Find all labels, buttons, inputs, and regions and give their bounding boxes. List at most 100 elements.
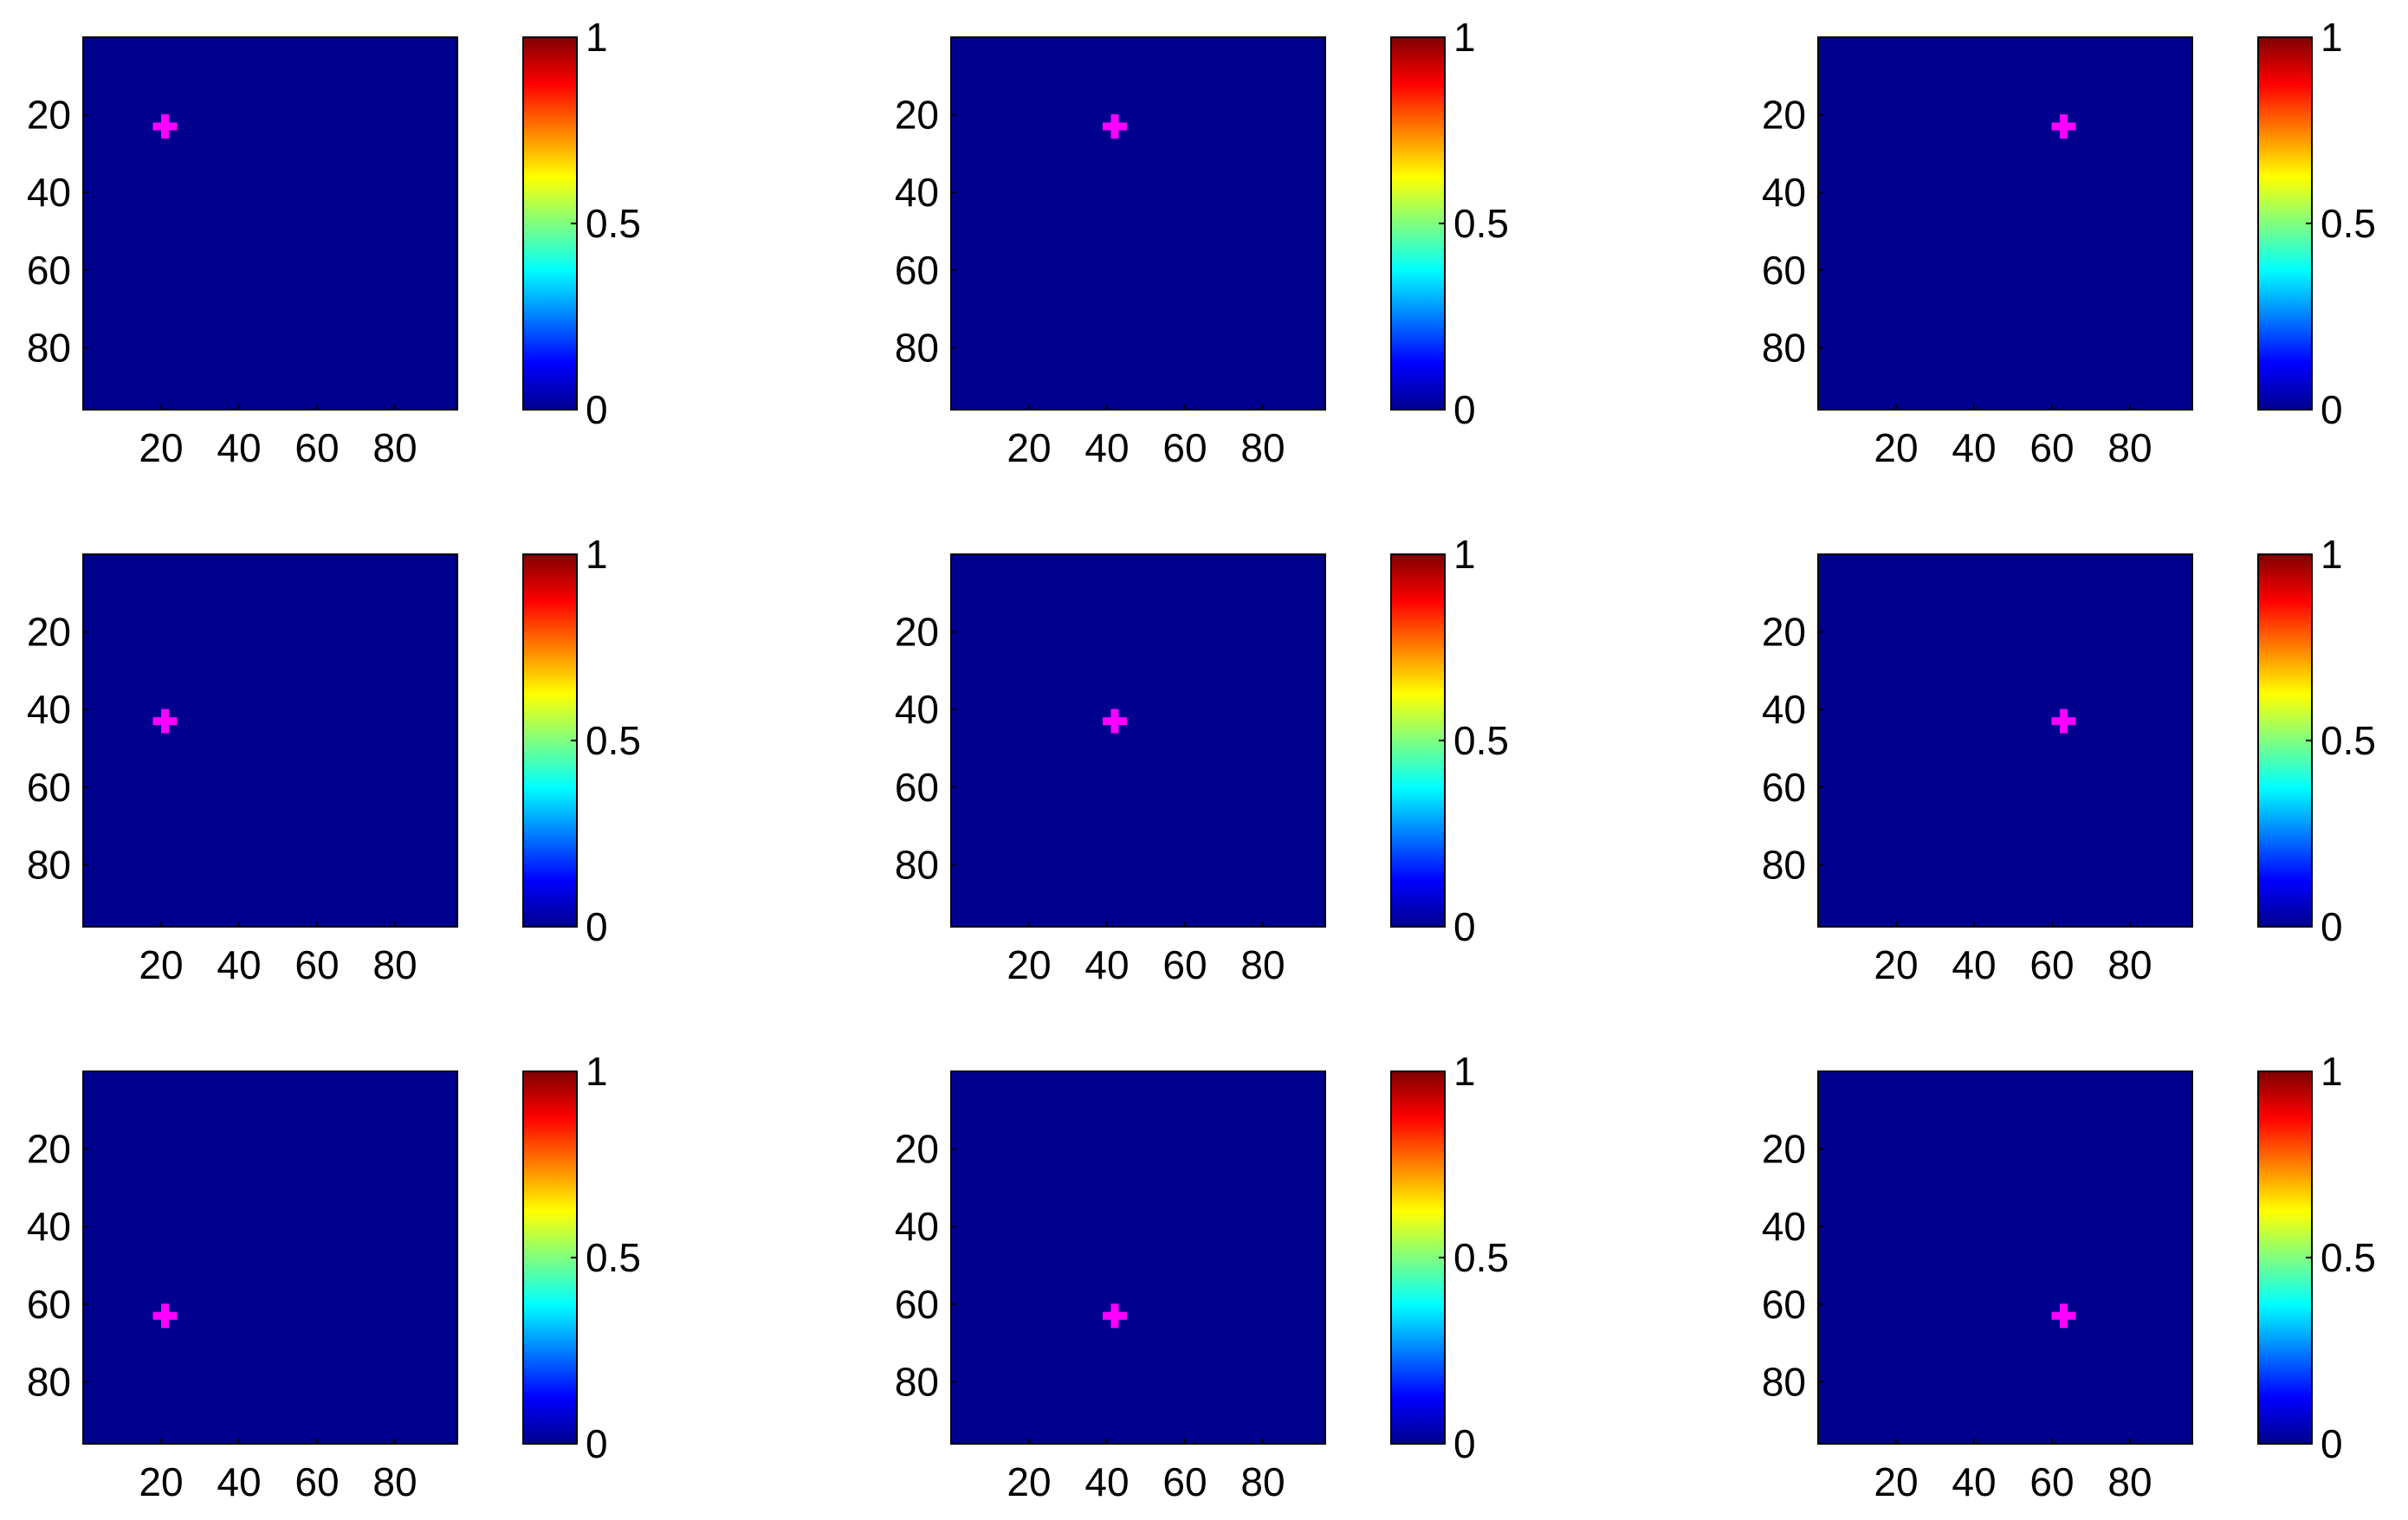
x-tick-label: 80: [1240, 1459, 1285, 1504]
x-tick-label: 40: [1084, 1459, 1129, 1504]
x-tick-label: 60: [295, 1459, 339, 1504]
colorbar-gradient: [522, 553, 578, 928]
colorbar-tick-label: 0: [586, 904, 608, 949]
x-tick-label: 60: [295, 942, 339, 987]
y-tick-label: 80: [895, 1359, 939, 1404]
x-tick-label: 80: [1240, 425, 1285, 470]
heatmap-field: [82, 36, 458, 411]
heatmap-field: [1817, 36, 2193, 411]
x-tick-label: 80: [372, 425, 417, 470]
y-tick-label: 60: [895, 1282, 939, 1327]
colorbar: 00.51: [2257, 532, 2376, 949]
colorbar-tick-label: 1: [586, 1049, 608, 1094]
peak-marker: [152, 708, 178, 734]
x-tick-label: 40: [1952, 1459, 1996, 1504]
y-tick-label: 80: [1762, 325, 1806, 370]
heatmap-field: [1817, 553, 2193, 928]
colorbar-tick-label: 0.5: [1453, 1235, 1509, 1280]
y-tick-label: 20: [895, 93, 939, 138]
y-tick-label: 60: [1762, 765, 1806, 810]
colorbar-gradient: [1390, 553, 1446, 928]
x-tick-label: 60: [1162, 1459, 1207, 1504]
x-tick-label: 20: [1874, 942, 1918, 987]
colorbar-tick-label: 0: [1453, 387, 1476, 432]
heatmap-field: [950, 36, 1326, 411]
y-tick-label: 20: [1762, 1127, 1806, 1172]
y-tick-label: 20: [27, 93, 71, 138]
colorbar-tick-label: 1: [1453, 532, 1476, 577]
colorbar-tick-label: 0.5: [2321, 718, 2376, 763]
colorbar-tick-label: 0.5: [586, 718, 641, 763]
colorbar: 00.51: [522, 532, 641, 949]
peak-marker: [1103, 114, 1127, 139]
y-tick-label: 40: [895, 170, 939, 215]
x-tick-label: 40: [217, 425, 261, 470]
x-tick-label: 40: [1084, 425, 1129, 470]
y-tick-label: 20: [895, 1127, 939, 1172]
colorbar-tick-label: 1: [2321, 15, 2343, 60]
colorbar-gradient: [2257, 1070, 2313, 1445]
y-tick-label: 20: [1762, 93, 1806, 138]
y-tick-label: 80: [27, 1359, 71, 1404]
colorbar: 00.51: [2257, 1049, 2376, 1466]
colorbar: 00.51: [1390, 532, 1509, 949]
y-tick-label: 20: [27, 1127, 71, 1172]
colorbar: 00.51: [1390, 15, 1509, 432]
colorbar-tick-label: 0: [2321, 904, 2343, 949]
x-tick-label: 40: [1952, 942, 1996, 987]
colorbar-tick-label: 1: [586, 532, 608, 577]
colorbar-tick-label: 0.5: [1453, 718, 1509, 763]
colorbar-tick-label: 0.5: [2321, 201, 2376, 246]
y-tick-label: 20: [27, 610, 71, 655]
x-tick-label: 20: [1874, 1459, 1918, 1504]
colorbar: 00.51: [1390, 1049, 1509, 1466]
peak-marker: [2051, 1303, 2076, 1329]
x-tick-label: 20: [1007, 942, 1051, 987]
y-tick-label: 60: [1762, 1282, 1806, 1327]
colorbar-tick-label: 1: [2321, 1049, 2343, 1094]
colorbar-tick-label: 1: [586, 15, 608, 60]
x-tick-label: 80: [1240, 942, 1285, 987]
y-tick-label: 60: [27, 248, 71, 293]
peak-marker: [152, 1303, 178, 1329]
y-tick-label: 20: [1762, 610, 1806, 655]
x-tick-label: 60: [1162, 425, 1207, 470]
y-tick-label: 40: [27, 170, 71, 215]
heatmap-field: [950, 1070, 1326, 1445]
peak-marker: [2051, 708, 2076, 734]
colorbar-tick-label: 0.5: [2321, 1235, 2376, 1280]
colorbar-gradient: [522, 1070, 578, 1445]
peak-marker: [1103, 1303, 1127, 1329]
heatmap-field: [950, 553, 1326, 928]
colorbar-tick-label: 0: [586, 387, 608, 432]
y-tick-label: 80: [27, 325, 71, 370]
x-tick-label: 80: [372, 1459, 417, 1504]
y-tick-label: 40: [1762, 170, 1806, 215]
y-tick-label: 60: [27, 765, 71, 810]
x-tick-label: 80: [2107, 425, 2152, 470]
y-tick-label: 80: [1762, 1359, 1806, 1404]
x-tick-label: 20: [139, 942, 183, 987]
x-tick-label: 20: [139, 1459, 183, 1504]
x-tick-label: 80: [372, 942, 417, 987]
colorbar-gradient: [2257, 36, 2313, 411]
y-tick-label: 40: [895, 687, 939, 732]
x-tick-label: 40: [217, 1459, 261, 1504]
x-tick-label: 20: [1007, 425, 1051, 470]
colorbar-tick-label: 0.5: [586, 1235, 641, 1280]
colorbar-tick-label: 1: [2321, 532, 2343, 577]
y-tick-label: 40: [27, 1204, 71, 1249]
y-tick-label: 80: [27, 842, 71, 887]
x-tick-label: 20: [1007, 1459, 1051, 1504]
colorbar-gradient: [2257, 553, 2313, 928]
colorbar-tick-label: 0.5: [1453, 201, 1509, 246]
colorbar-tick-label: 1: [1453, 15, 1476, 60]
